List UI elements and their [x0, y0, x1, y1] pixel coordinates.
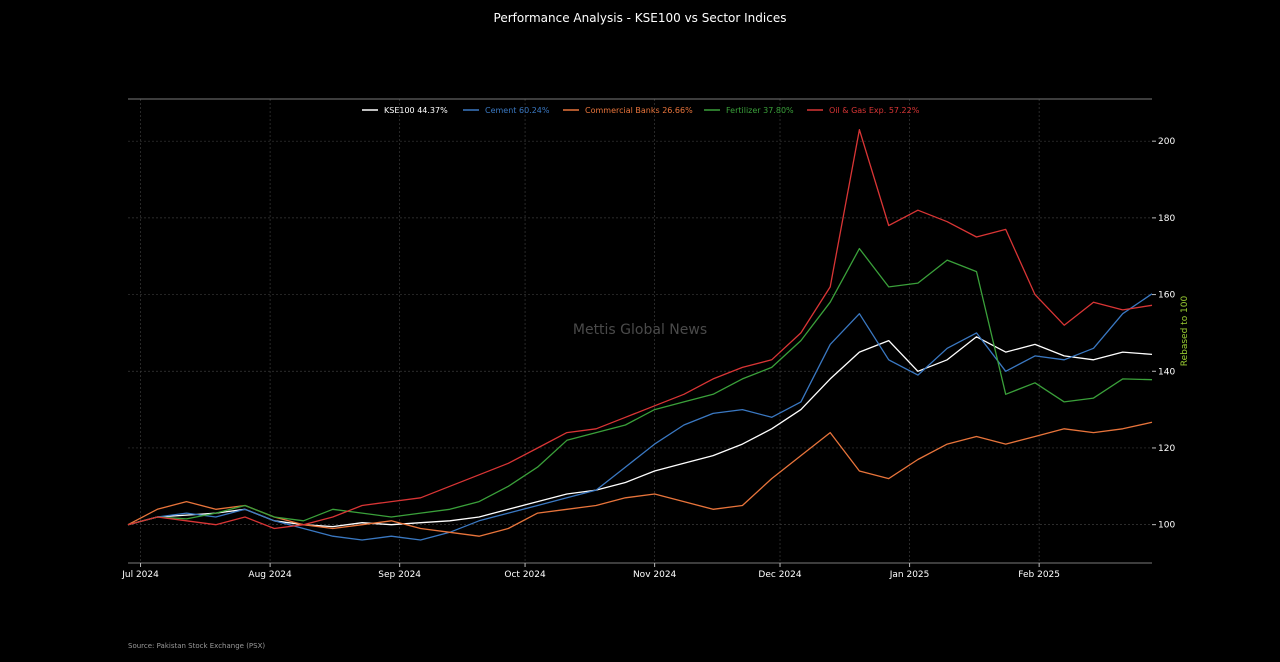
legend: KSE100 44.37% Cement 60.24% Commercial Ban… [362, 106, 920, 115]
series-line-1 [127, 293, 1153, 541]
legend-entry: Commercial Banks 26.66% [585, 106, 693, 115]
x-tick-label: Jan 2025 [889, 570, 930, 580]
x-tick-label: Oct 2024 [504, 570, 546, 580]
y-tick-label: 200 [1158, 137, 1175, 147]
y-axis-label: Rebased to 100 [1180, 295, 1190, 366]
y-tick-label: 100 [1158, 521, 1175, 531]
series-line-4 [127, 129, 1153, 530]
legend-entry: Cement 60.24% [485, 106, 550, 115]
y-tick-label: 140 [1158, 367, 1175, 377]
legend-entry: Oil & Gas Exp. 57.22% [829, 106, 920, 115]
x-tick-label: Dec 2024 [758, 570, 801, 580]
legend-entry: Fertilizer 37.80% [726, 106, 794, 115]
legend-entry: KSE100 44.37% [384, 106, 448, 115]
y-tick-label: 160 [1158, 291, 1175, 301]
watermark-text: Mettis Global News [573, 322, 707, 338]
chart-title: Performance Analysis - KSE100 vs Sector … [493, 11, 787, 25]
series-layer [127, 129, 1153, 541]
x-tick-label: Aug 2024 [248, 570, 292, 580]
series-line-2 [127, 421, 1153, 537]
y-tick-label: 120 [1158, 444, 1175, 454]
x-tick-label: Sep 2024 [378, 570, 421, 580]
x-tick-label: Jul 2024 [121, 570, 159, 580]
x-tick-label: Feb 2025 [1018, 570, 1060, 580]
axis-layer: 100 120 140 160 180 200 Jul 2024 Aug 2024 Sep 20… [121, 98, 1175, 580]
series-line-3 [127, 247, 1153, 526]
y-tick-label: 180 [1158, 214, 1175, 224]
source-note: Source: Pakistan Stock Exchange (PSX) [128, 642, 266, 650]
x-tick-label: Nov 2024 [633, 570, 677, 580]
